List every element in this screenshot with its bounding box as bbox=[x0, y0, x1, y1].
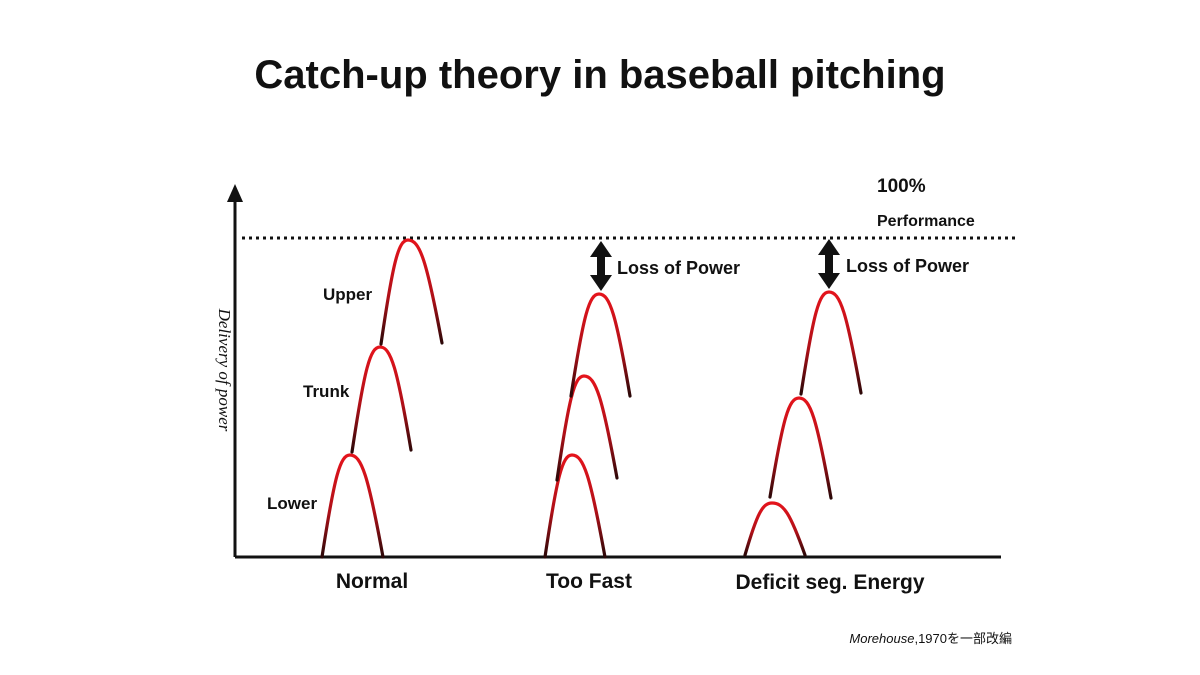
citation-author: Morehouse bbox=[849, 631, 914, 646]
reference-label: Performance bbox=[877, 213, 975, 230]
power-curve bbox=[555, 374, 619, 482]
citation: Morehouse,1970を一部改編 bbox=[849, 631, 1012, 646]
reference-value: 100% bbox=[877, 176, 926, 197]
double-arrow bbox=[818, 239, 840, 289]
segment-label: Trunk bbox=[303, 382, 350, 401]
segment-label: Upper bbox=[323, 285, 373, 304]
y-axis-arrow bbox=[227, 184, 243, 202]
power-curve bbox=[569, 292, 632, 398]
power-curve bbox=[768, 396, 833, 500]
group-label: Normal bbox=[336, 570, 408, 593]
group-label: Too Fast bbox=[546, 570, 632, 593]
title: Catch-up theory in baseball pitching bbox=[254, 53, 945, 97]
power-curve bbox=[543, 453, 607, 559]
group-label: Deficit seg. Energy bbox=[735, 571, 924, 594]
power-curve bbox=[350, 345, 413, 454]
annotation: Loss of Power bbox=[617, 258, 740, 278]
citation-note: ,1970を一部改編 bbox=[914, 631, 1012, 646]
segment-label: Lower bbox=[267, 494, 317, 513]
power-curve bbox=[379, 238, 444, 346]
y-axis-label: Delivery of power bbox=[215, 308, 234, 432]
power-curve bbox=[743, 501, 807, 557]
curves bbox=[320, 238, 863, 559]
power-curve bbox=[799, 290, 863, 396]
power-curve bbox=[320, 453, 385, 559]
double-arrow bbox=[590, 241, 612, 291]
annotation: Loss of Power bbox=[846, 256, 969, 276]
